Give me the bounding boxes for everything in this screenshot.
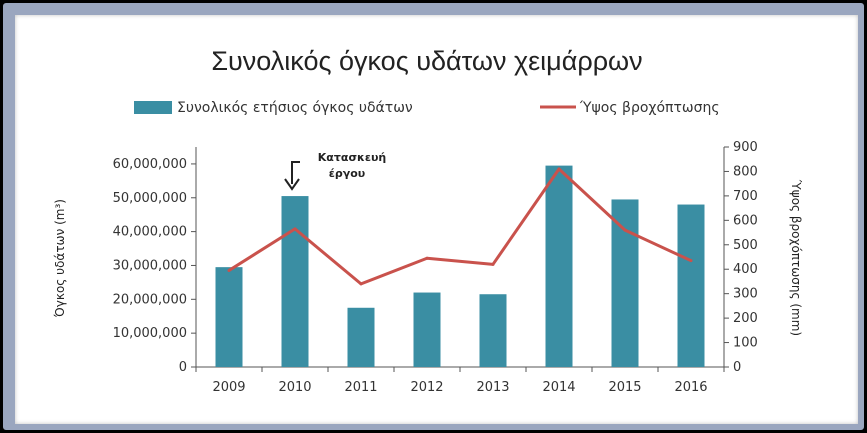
legend-swatch-bars	[134, 101, 172, 114]
left-axis-tick-label: 40,000,000	[113, 225, 187, 240]
chart-title: Συνολικός όγκος υδάτων χειμάρρων	[211, 46, 642, 76]
right-axis-tick-label: 900	[733, 140, 758, 155]
x-axis-tick-label: 2012	[410, 380, 443, 395]
annotation-line1: Κατασκευή	[318, 151, 386, 164]
right-axis: 0 100 200 300 400 500 600 700 800 900	[723, 140, 758, 375]
bar	[611, 199, 639, 367]
x-axis-tick-label: 2016	[674, 380, 707, 395]
left-axis: 0 10,000,000 20,000,000 30,000,000 40,000,00…	[113, 147, 197, 375]
annotation: Κατασκευή έργου	[284, 151, 386, 191]
bar	[281, 196, 309, 367]
legend-label-line: Ύψος βροχόπτωσης	[579, 100, 720, 116]
bar	[677, 204, 705, 367]
line-point	[689, 259, 693, 263]
x-axis-tick-label: 2009	[212, 380, 245, 395]
line-point	[425, 256, 429, 260]
right-axis-tick-label: 400	[733, 262, 758, 277]
bar	[347, 307, 375, 367]
line-point	[557, 167, 561, 171]
bar	[479, 294, 507, 367]
right-axis-tick-label: 700	[733, 189, 758, 204]
x-axis: 2009 2010 2011 2012 2013 2014 2015 2016	[195, 366, 725, 395]
left-axis-tick-label: 30,000,000	[113, 258, 187, 273]
legend-label-bars: Συνολικός ετήσιος όγκος υδάτων	[177, 100, 413, 116]
left-axis-label: Όγκος υδάτων (m³)	[53, 199, 67, 318]
right-axis-tick-label: 0	[733, 360, 741, 375]
right-axis-tick-label: 600	[733, 213, 758, 228]
left-axis-tick-label: 10,000,000	[113, 326, 187, 341]
right-axis-tick-label: 300	[733, 287, 758, 302]
right-axis-tick-label: 500	[733, 238, 758, 253]
line-point	[227, 268, 231, 272]
rainfall-line	[228, 167, 692, 286]
line-point	[623, 228, 627, 232]
line-point	[293, 227, 297, 231]
left-axis-tick-label: 0	[179, 360, 187, 375]
line-point	[491, 262, 495, 266]
x-axis-tick-label: 2011	[344, 380, 377, 395]
x-axis-tick-label: 2010	[278, 380, 311, 395]
annotation-arrow-stem	[291, 161, 300, 184]
bar	[215, 267, 243, 367]
right-axis-tick-label: 800	[733, 164, 758, 179]
left-axis-tick-label: 60,000,000	[113, 157, 187, 172]
annotation-line2: έργου	[329, 167, 365, 180]
left-axis-tick-label: 50,000,000	[113, 191, 187, 206]
line-point	[359, 282, 363, 286]
bar	[545, 165, 573, 367]
right-axis-tick-label: 200	[733, 311, 758, 326]
line-series	[227, 167, 693, 286]
x-axis-tick-label: 2015	[608, 380, 641, 395]
annotation-arrow-head-icon	[284, 178, 300, 191]
x-axis-tick-label: 2014	[542, 380, 575, 395]
bar	[413, 292, 441, 367]
right-axis-label: Ύψος βροχόπτωσης (mm)	[789, 179, 803, 336]
x-axis-tick-label: 2013	[476, 380, 509, 395]
bar-series	[215, 165, 705, 367]
right-axis-tick-label: 100	[733, 336, 758, 351]
left-axis-tick-label: 20,000,000	[113, 292, 187, 307]
